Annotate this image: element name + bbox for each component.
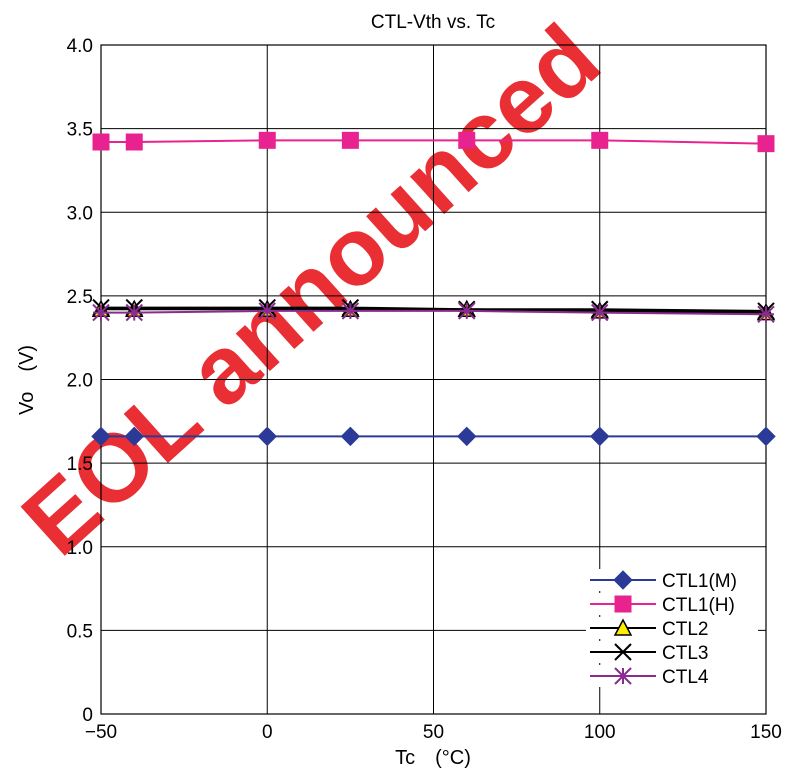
x-axis-label: Tc (°C) xyxy=(395,747,471,769)
y-tick-label: 0 xyxy=(82,705,93,726)
data-point xyxy=(92,133,110,151)
data-point xyxy=(341,131,359,149)
y-tick-label: 3.0 xyxy=(67,203,93,224)
data-point xyxy=(258,302,276,320)
data-point xyxy=(458,131,476,149)
x-tick-label: −50 xyxy=(85,722,117,743)
legend-item-bg xyxy=(586,569,758,591)
data-point xyxy=(340,426,361,447)
legend-item: CTL1(M) xyxy=(586,569,758,592)
legend-marker xyxy=(614,595,632,613)
legend-item: CTL1(H) xyxy=(586,593,758,616)
y-tick-label: 4.0 xyxy=(67,36,93,57)
legend-item: CTL2 xyxy=(586,617,758,640)
data-point xyxy=(457,426,477,447)
data-point xyxy=(125,303,143,322)
data-point xyxy=(458,302,476,320)
plot-frame xyxy=(100,44,767,715)
y-tick-label: 1.5 xyxy=(67,454,93,475)
legend-label: CTL3 xyxy=(662,643,708,664)
data-point xyxy=(258,131,276,149)
data-point xyxy=(124,426,144,447)
series-ctl1-h xyxy=(92,131,775,153)
data-point xyxy=(591,303,609,322)
y-tick-label: 2.0 xyxy=(67,371,93,392)
y-axis-label: Vo (V) xyxy=(16,345,38,415)
legend-label: CTL1(H) xyxy=(662,595,735,616)
y-tick-label: 2.5 xyxy=(67,287,93,308)
x-tick-label: 100 xyxy=(584,722,616,743)
legend-item: CTL3 xyxy=(586,641,758,664)
legend-label: CTL2 xyxy=(662,619,708,640)
y-tick-label: 3.5 xyxy=(67,120,93,141)
data-point xyxy=(757,135,775,153)
data-point xyxy=(91,426,111,447)
y-tick-label: 0.5 xyxy=(67,621,93,642)
data-point xyxy=(756,426,776,447)
series-ctl1-m xyxy=(91,426,776,447)
y-tick-label: 1.0 xyxy=(67,538,93,559)
legend-item: CTL4 xyxy=(586,665,758,688)
data-point xyxy=(757,305,775,323)
series-ctl4 xyxy=(92,302,775,323)
legend-marker xyxy=(614,643,632,661)
legend-marker xyxy=(613,570,633,590)
x-tick-label: 50 xyxy=(423,722,444,743)
data-point xyxy=(92,303,110,322)
legend-label: CTL1(M) xyxy=(662,571,737,592)
data-point xyxy=(257,426,277,447)
legend-marker xyxy=(613,618,633,636)
data-point xyxy=(125,133,143,151)
data-point xyxy=(341,302,360,320)
chart-title: CTL-Vth vs. Tc xyxy=(371,12,495,33)
data-point xyxy=(591,131,609,149)
legend-label: CTL4 xyxy=(662,667,709,688)
legend-marker xyxy=(614,667,632,685)
x-tick-label: 150 xyxy=(750,722,782,743)
x-tick-label: 0 xyxy=(262,722,273,743)
watermark: EOL announced xyxy=(2,5,619,576)
data-point xyxy=(590,426,610,447)
